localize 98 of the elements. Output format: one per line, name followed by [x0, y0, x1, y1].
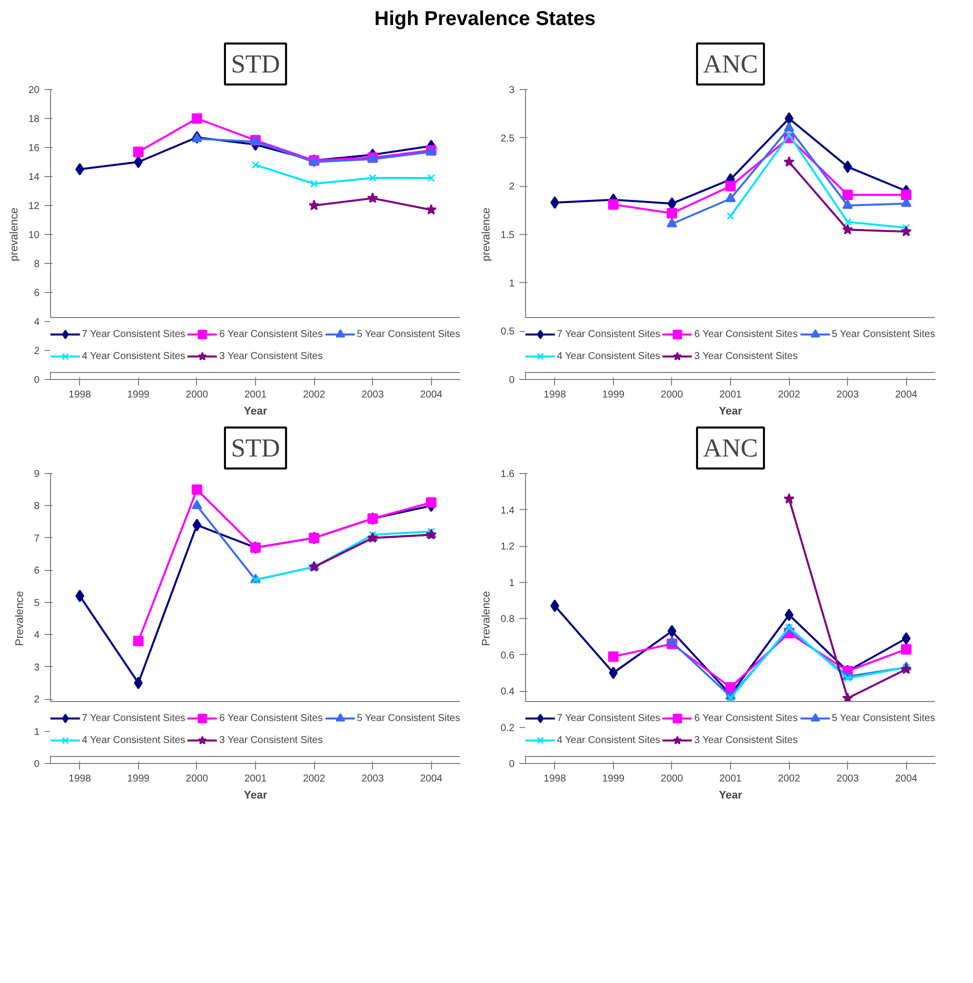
y-tick-label: 9: [34, 469, 40, 480]
x-tick-label: 2001: [244, 390, 268, 400]
legend-label: 5 Year Consistent Sites: [832, 328, 936, 340]
legend-label: 5 Year Consistent Sites: [832, 712, 936, 724]
y-tick-label: 2: [508, 182, 515, 193]
legend-label: 3 Year Consistent Sites: [219, 350, 323, 362]
y-tick-label: 0.5: [500, 326, 515, 338]
y-tick-label: 2: [34, 346, 40, 357]
legend-label: 3 Year Consistent Sites: [694, 350, 798, 362]
y-tick-label: 0: [508, 759, 515, 770]
x-tick-label: 2004: [420, 390, 443, 400]
y-axis-title: prevalence: [480, 208, 493, 262]
legend-label: 4 Year Consistent Sites: [556, 734, 660, 746]
x-tick-label: 2003: [362, 390, 384, 400]
x-tick-label: 2001: [719, 390, 742, 400]
x-tick-label: 2001: [719, 774, 742, 784]
y-tick-label: 0: [508, 375, 515, 386]
x-tick-label: 1999: [602, 774, 625, 784]
y-tick-label: 1: [508, 278, 515, 290]
y-axis-title: prevalence: [8, 208, 20, 262]
legend-label: 5 Year Consistent Sites: [356, 328, 460, 340]
x-tick-label: 2004: [895, 390, 918, 400]
legend-label: 6 Year Consistent Sites: [219, 328, 323, 340]
x-tick-label: 2004: [420, 774, 443, 784]
legend-label: 4 Year Consistent Sites: [556, 350, 660, 362]
x-tick-label: 2003: [362, 774, 384, 784]
legend-label: 6 Year Consistent Sites: [219, 712, 323, 724]
y-tick-label: 1.5: [500, 230, 515, 241]
y-tick-label: 4: [34, 317, 40, 328]
x-tick-label: 2001: [244, 774, 268, 784]
x-tick-label: 1998: [68, 390, 92, 400]
legend-label: 4 Year Consistent Sites: [82, 734, 186, 746]
legend-label: 6 Year Consistent Sites: [694, 328, 798, 340]
y-tick-label: 3: [508, 85, 515, 96]
x-tick-label: 1999: [602, 390, 625, 400]
y-tick-label: 0.6: [500, 650, 515, 662]
y-tick-label: 10: [28, 230, 40, 241]
chart-title: ANC: [703, 434, 758, 462]
y-tick-label: 1: [508, 578, 515, 589]
legend-label: 7 Year Consistent Sites: [556, 328, 660, 340]
x-tick-label: 2002: [302, 774, 326, 784]
x-tick-label: 1999: [127, 390, 150, 400]
legend-label: 5 Year Consistent Sites: [356, 712, 460, 724]
x-tick-label: 1998: [544, 390, 566, 400]
y-tick-label: 0.4: [500, 686, 515, 698]
y-tick-label: 0: [34, 759, 40, 770]
x-axis-title: Year: [718, 406, 743, 418]
y-tick-label: 4: [34, 630, 40, 642]
y-tick-label: 7: [34, 533, 40, 544]
x-axis-title: Year: [718, 790, 743, 802]
x-tick-label: 1999: [127, 774, 150, 784]
legend-label: 6 Year Consistent Sites: [694, 712, 798, 724]
x-tick-label: 2002: [302, 390, 326, 400]
x-axis-title: Year: [244, 406, 268, 418]
y-tick-label: 16: [28, 143, 40, 154]
x-tick-label: 1998: [68, 774, 92, 784]
y-tick-label: 14: [28, 172, 40, 183]
legend-label: 7 Year Consistent Sites: [82, 712, 186, 724]
y-tick-label: 2.5: [500, 133, 515, 144]
y-tick-label: 6: [34, 288, 40, 299]
legend-label: 4 Year Consistent Sites: [82, 350, 186, 362]
y-tick-label: 1.6: [500, 469, 515, 480]
y-tick-label: 0.2: [500, 722, 515, 734]
chart-title: ANC: [703, 50, 758, 78]
y-tick-label: 20: [28, 85, 40, 96]
x-tick-label: 2000: [660, 390, 684, 400]
text: High Prevalence States: [373, 7, 597, 32]
legend-label: 3 Year Consistent Sites: [219, 734, 323, 746]
x-tick-label: 2003: [836, 390, 860, 400]
y-axis-title: Prevalence: [14, 590, 26, 646]
y-tick-label: 1.4: [500, 505, 515, 516]
x-tick-label: 2000: [660, 774, 684, 784]
x-tick-label: 1998: [544, 774, 566, 784]
y-axis-title: Prevalence: [480, 590, 493, 646]
y-tick-label: 1: [34, 726, 40, 738]
chart-title: STD: [230, 50, 280, 78]
y-tick-label: 2: [34, 694, 40, 706]
y-tick-label: 8: [34, 259, 40, 270]
legend-label: 7 Year Consistent Sites: [556, 712, 660, 724]
y-tick-label: 3: [34, 662, 40, 674]
y-tick-label: 6: [34, 566, 40, 577]
y-tick-label: 1.2: [500, 542, 515, 552]
x-tick-label: 2004: [895, 774, 918, 784]
x-tick-label: 2003: [836, 774, 860, 784]
x-tick-label: 2000: [186, 774, 208, 784]
x-tick-label: 2002: [778, 774, 801, 784]
y-tick-label: 12: [28, 201, 40, 212]
x-axis-title: Year: [244, 790, 268, 802]
chart-title: STD: [230, 434, 280, 462]
y-tick-label: 8: [34, 501, 40, 512]
y-tick-label: 0.8: [500, 614, 515, 625]
y-tick-label: 5: [34, 598, 40, 609]
x-tick-label: 2000: [186, 390, 208, 400]
legend-label: 3 Year Consistent Sites: [694, 734, 798, 746]
y-tick-label: 18: [28, 114, 40, 125]
legend-label: 7 Year Consistent Sites: [82, 328, 186, 340]
x-tick-label: 2002: [778, 390, 801, 400]
y-tick-label: 0: [34, 375, 40, 386]
